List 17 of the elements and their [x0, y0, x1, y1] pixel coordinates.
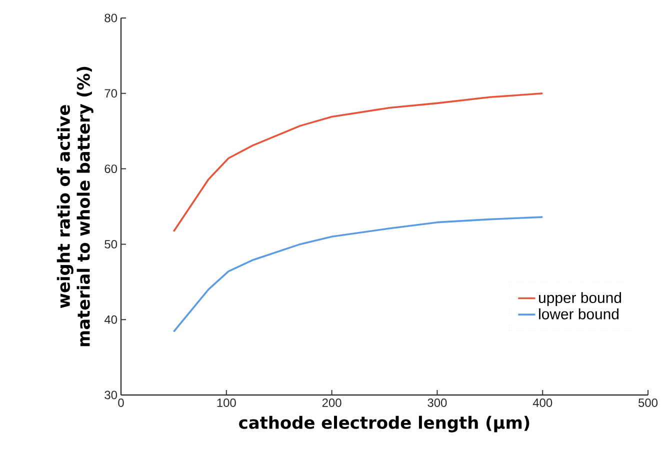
legend-label: upper bound: [539, 292, 621, 306]
line-series: [172, 92, 544, 232]
x-tick-label: 200: [322, 398, 342, 407]
y-tick-label: 80: [104, 14, 118, 22]
y-tick-label: 40: [104, 315, 118, 324]
y-tick-label: 50: [104, 240, 118, 248]
x-axis-title: cathode electrode length (μm): [239, 416, 530, 432]
y-tick-label: 70: [104, 89, 118, 98]
y-tick-label: 30: [104, 390, 118, 400]
x-tick-label: 0: [118, 398, 124, 407]
x-tick-label: 100: [217, 398, 236, 407]
x-tick-label: 500: [638, 398, 658, 407]
y-axis-title: weight ratio of active material to whole battery (%): [56, 66, 94, 346]
y-tick-label: 60: [104, 164, 118, 174]
x-tick-label: 300: [428, 398, 447, 407]
legend-label: lower bound: [539, 308, 618, 320]
x-tick-label: 400: [532, 398, 552, 407]
